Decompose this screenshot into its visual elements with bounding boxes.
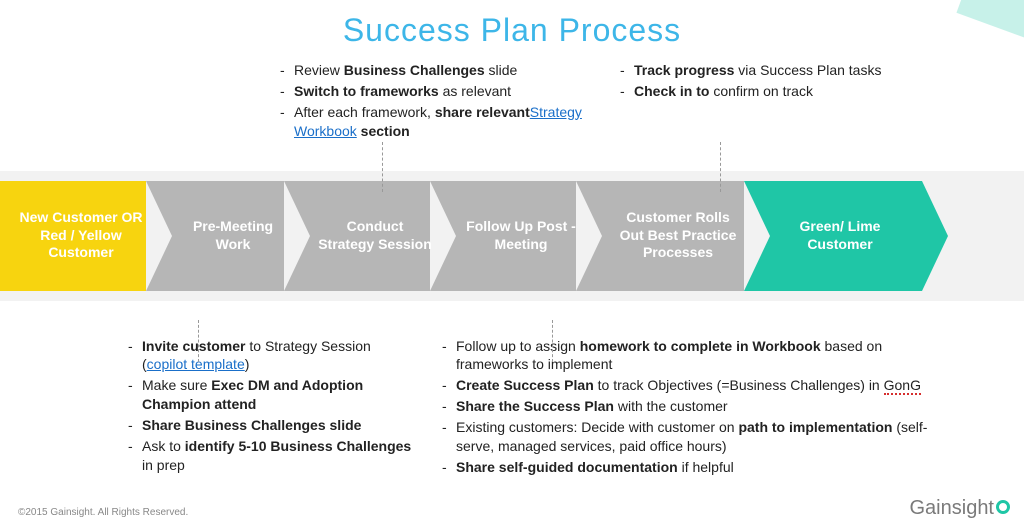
top-notes-col-1: Review Business Challenges slide Switch t… [270, 61, 600, 143]
chevron-label: Pre-Meeting Work [180, 218, 286, 253]
note-item: Make sure Exec DM and Adoption Champion … [128, 376, 418, 414]
note-item: Check in to confirm on track [620, 82, 910, 101]
note-item: Follow up to assign homework to complete… [442, 337, 952, 375]
chevron-label: New Customer OR Red / Yellow Customer [16, 209, 146, 262]
gainsight-logo: Gainsight [910, 497, 1011, 520]
top-notes: Review Business Challenges slide Switch t… [0, 49, 1024, 143]
link[interactable]: copilot template [147, 356, 245, 372]
chevron-label: Green/ Lime Customer [778, 218, 902, 253]
note-item: Invite customer to Strategy Session (cop… [128, 337, 418, 375]
note-item: After each framework, share relevantStra… [280, 103, 600, 141]
chevron-row: New Customer OR Red / Yellow Customer Pre… [0, 171, 1024, 301]
chevron-step-5: Green/ Lime Customer [744, 181, 922, 291]
note-item: Switch to frameworks as relevant [280, 82, 600, 101]
chevron-label: Customer Rolls Out Best Practice Process… [613, 209, 743, 262]
bottom-notes-col-2: Follow up to assign homework to complete… [432, 337, 952, 479]
connector-line [382, 142, 383, 192]
bottom-notes: Invite customer to Strategy Session (cop… [0, 301, 1024, 479]
bottom-notes-list-1: Invite customer to Strategy Session (cop… [128, 337, 418, 475]
connector-line [552, 320, 553, 362]
top-notes-col-2: Track progress via Success Plan tasks Che… [610, 61, 910, 143]
chevron-step-3: Follow Up Post - Meeting [430, 181, 598, 291]
chevron-step-4: Customer Rolls Out Best Practice Process… [576, 181, 766, 291]
chevron-label: Follow Up Post - Meeting [464, 218, 578, 253]
note-item: Share the Success Plan with the customer [442, 397, 952, 416]
connector-line [720, 142, 721, 192]
chevron-label: Conduct Strategy Session [318, 218, 432, 253]
chevron-step-2: Conduct Strategy Session [284, 181, 452, 291]
logo-text: Gainsight [910, 497, 995, 519]
note-item: Share Business Challenges slide [128, 416, 418, 435]
note-item: Review Business Challenges slide [280, 61, 600, 80]
note-item: Existing customers: Decide with customer… [442, 418, 952, 456]
bottom-notes-col-1: Invite customer to Strategy Session (cop… [118, 337, 418, 479]
logo-dot-icon [996, 500, 1010, 514]
note-item: Ask to identify 5-10 Business Challenges… [128, 437, 418, 475]
connector-line [198, 320, 199, 362]
page-title: Success Plan Process [0, 0, 1024, 49]
note-item: Share self-guided documentation if helpf… [442, 458, 952, 477]
chevron-step-0: New Customer OR Red / Yellow Customer [0, 181, 168, 291]
top-notes-list-2: Track progress via Success Plan tasks Che… [620, 61, 910, 101]
copyright: ©2015 Gainsight. All Rights Reserved. [18, 507, 188, 518]
chevron-step-1: Pre-Meeting Work [146, 181, 306, 291]
note-item: Create Success Plan to track Objectives … [442, 376, 952, 395]
bottom-notes-list-2: Follow up to assign homework to complete… [442, 337, 952, 477]
note-item: Track progress via Success Plan tasks [620, 61, 910, 80]
top-notes-list-1: Review Business Challenges slide Switch t… [280, 61, 600, 141]
